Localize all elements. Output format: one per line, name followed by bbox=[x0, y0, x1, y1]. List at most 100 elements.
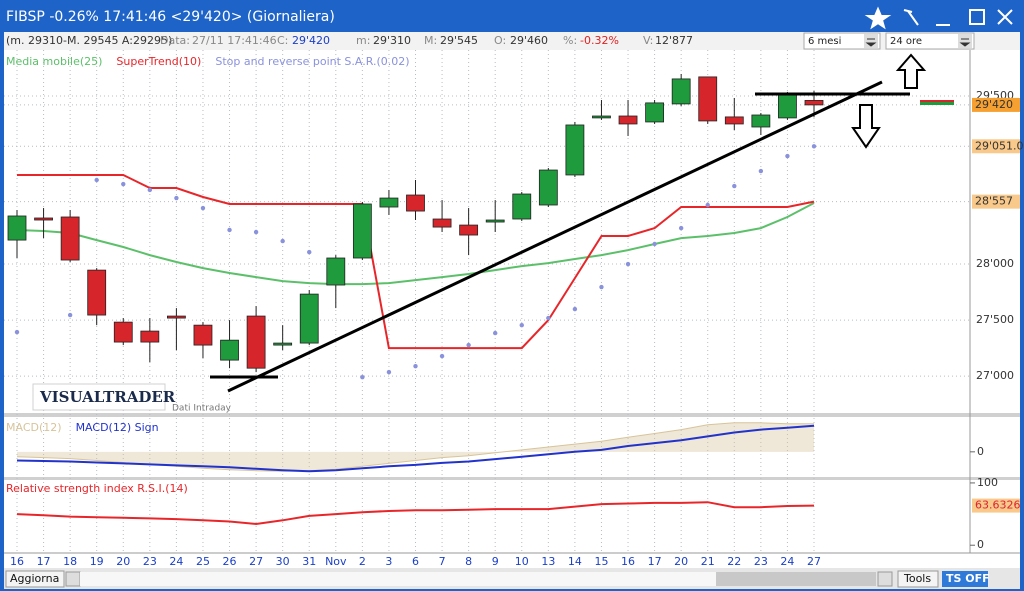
tools-toggle[interactable] bbox=[897, 570, 939, 588]
x-tick-label: 6 bbox=[412, 555, 419, 568]
scroll-left[interactable] bbox=[65, 571, 81, 587]
scroll-right[interactable] bbox=[877, 571, 893, 587]
tools-button[interactable] bbox=[903, 9, 919, 26]
x-tick-label: 27 bbox=[249, 555, 263, 568]
x-tick-label: 15 bbox=[594, 555, 608, 568]
x-tick-label: 17 bbox=[37, 555, 51, 568]
legend-entry: Stop and reverse point S.A.R.(0.02) bbox=[215, 55, 409, 68]
candle-body bbox=[326, 257, 346, 286]
data-source: Dati Intraday bbox=[172, 404, 232, 414]
panel-separator bbox=[4, 413, 1020, 417]
x-tick-label: 9 bbox=[492, 555, 499, 568]
field-label: O: bbox=[494, 34, 506, 47]
period-select[interactable] bbox=[803, 32, 881, 50]
dropdown-button[interactable] bbox=[958, 34, 972, 48]
interval-value: 24 ore bbox=[890, 36, 922, 47]
y-tick-label: 28'000 bbox=[976, 257, 1014, 270]
sar-dot bbox=[174, 195, 179, 201]
candle-body bbox=[432, 218, 452, 228]
price-tag-label: 28'557 bbox=[975, 195, 1013, 208]
sar-dot bbox=[625, 261, 631, 267]
field-value: 29'420 bbox=[292, 34, 330, 47]
preview-body bbox=[920, 101, 954, 105]
trend-line bbox=[227, 80, 883, 393]
dropdown-icon bbox=[959, 38, 971, 47]
sar-dot bbox=[439, 353, 445, 359]
area-fill bbox=[17, 422, 814, 472]
scrollbar-thumb[interactable] bbox=[716, 572, 876, 586]
window-title: FIBSP -0.26% 17:41:46 <29'420> (Giornali… bbox=[6, 9, 335, 25]
sar-dot bbox=[811, 144, 817, 149]
field-label: %: bbox=[563, 34, 577, 47]
x-tick-label: 16 bbox=[621, 555, 635, 568]
sar-dot bbox=[785, 153, 790, 159]
price-tag bbox=[972, 97, 1020, 112]
dropdown-button[interactable] bbox=[864, 34, 878, 48]
dropdown-icon bbox=[865, 38, 877, 47]
legend-entry: Relative strength index R.S.I.(14) bbox=[6, 482, 188, 495]
logo: VISUALTRADER bbox=[39, 388, 176, 406]
sar-dot bbox=[705, 202, 710, 208]
candle-body bbox=[778, 93, 797, 119]
y-tick-label: 27'500 bbox=[976, 313, 1014, 326]
sar-dot bbox=[652, 241, 657, 247]
legend-entry: Media mobile(25) bbox=[6, 55, 102, 68]
plot: 16 17 18 19 20 23 24 25 26 27 30 31 Nov 2 3 6 7 8 9 10 13 14 1… bbox=[4, 50, 1024, 568]
ts-toggle[interactable] bbox=[942, 571, 988, 587]
legend-entry: SuperTrend(10) bbox=[116, 55, 201, 68]
candle-body bbox=[698, 76, 718, 122]
price-tag-label: 29'420 bbox=[975, 98, 1013, 111]
interval-select[interactable] bbox=[885, 32, 975, 50]
arrow-down bbox=[851, 104, 881, 149]
chart-area bbox=[4, 50, 1020, 568]
close-button[interactable] bbox=[997, 9, 1013, 25]
favorite-button[interactable] bbox=[864, 6, 892, 30]
refresh-button[interactable] bbox=[5, 570, 65, 588]
sar-dot bbox=[519, 322, 524, 328]
x-tick-label: 8 bbox=[465, 555, 472, 568]
maximize-button[interactable] bbox=[969, 9, 985, 25]
x-tick-label: 13 bbox=[541, 555, 555, 568]
candle-body bbox=[379, 197, 399, 208]
sar-dot bbox=[413, 363, 418, 369]
x-tick-label: 10 bbox=[515, 555, 529, 568]
y-tick-label: 27'000 bbox=[976, 369, 1014, 382]
y-tick-label: 0 bbox=[977, 445, 984, 458]
x-tick-label: 7 bbox=[439, 555, 446, 568]
refresh-label: Aggiorna bbox=[10, 572, 59, 585]
candle-body bbox=[246, 315, 266, 369]
preview-candle bbox=[920, 100, 954, 105]
x-tick-label: 16 bbox=[10, 555, 24, 568]
x-tick-label: 14 bbox=[568, 555, 582, 568]
arrow-up bbox=[895, 53, 927, 89]
x-tick-label: 26 bbox=[223, 555, 237, 568]
tools-label: Tools bbox=[903, 572, 931, 585]
series-line bbox=[16, 424, 815, 473]
field-value: 12'877 bbox=[655, 34, 693, 47]
candle-body bbox=[804, 100, 824, 106]
sar-dot bbox=[121, 181, 126, 187]
candle-body bbox=[512, 193, 532, 220]
x-tick-label: 31 bbox=[302, 555, 316, 568]
legend-entry: MACD(12) Sign bbox=[76, 421, 159, 434]
scrollbar-track[interactable] bbox=[80, 572, 716, 586]
candle-body bbox=[565, 124, 585, 176]
candle-body bbox=[166, 315, 186, 319]
field-label: M: bbox=[424, 34, 437, 47]
sar-dot bbox=[732, 183, 737, 189]
sar-dot bbox=[94, 177, 99, 183]
sar-dot bbox=[360, 374, 365, 380]
candle-body bbox=[7, 215, 27, 241]
candle-body bbox=[60, 216, 80, 261]
logo-box bbox=[32, 383, 166, 411]
candle-body bbox=[299, 293, 319, 344]
sar-dot bbox=[280, 238, 285, 244]
x-tick-label: 20 bbox=[674, 555, 688, 568]
field-value: -0.32% bbox=[580, 34, 619, 47]
sar-dot bbox=[758, 168, 764, 174]
candle-body bbox=[87, 269, 107, 316]
x-tick-label: 19 bbox=[90, 555, 104, 568]
annotations bbox=[210, 53, 927, 393]
candle-body bbox=[352, 203, 372, 259]
